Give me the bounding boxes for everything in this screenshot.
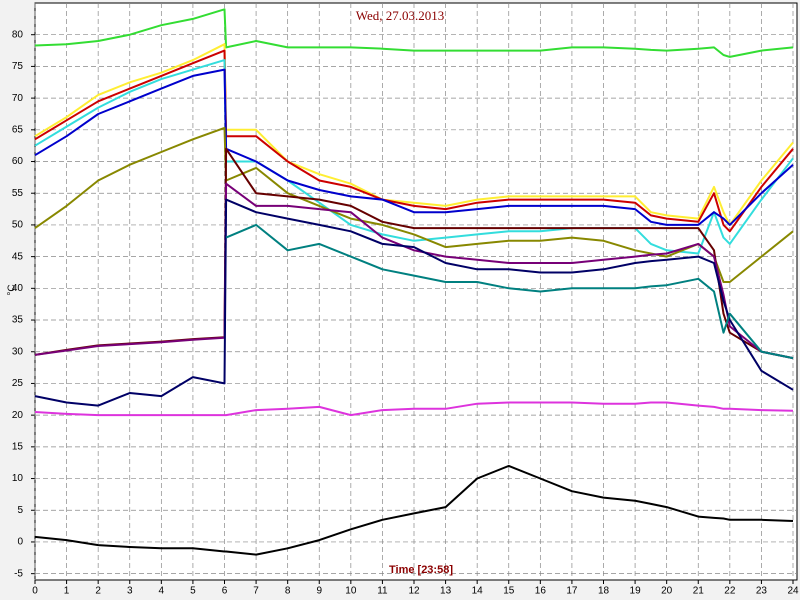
series-line <box>34 182 794 360</box>
y-tick-label: 65 <box>12 124 24 135</box>
x-axis-label: Time [23:58] <box>389 564 453 576</box>
x-tick-label: 14 <box>472 586 484 597</box>
x-tick-label: 15 <box>503 586 515 597</box>
series-line <box>34 43 794 226</box>
series-line <box>34 401 794 417</box>
chart-title: Wed, 27.03.2013 <box>356 8 445 23</box>
y-axis-label: °C <box>7 284 18 295</box>
y-tick-label: -5 <box>14 568 23 579</box>
y-tick-label: 35 <box>12 315 24 326</box>
series-line <box>34 68 794 226</box>
y-tick-label: 10 <box>12 473 24 484</box>
x-tick-label: 5 <box>190 586 196 597</box>
x-tick-label: 21 <box>693 586 705 597</box>
x-tick-label: 19 <box>630 586 642 597</box>
x-tick-label: 0 <box>32 586 38 597</box>
y-tick-label: 40 <box>12 283 24 294</box>
x-tick-label: 20 <box>661 586 673 597</box>
x-tick-label: 17 <box>566 586 578 597</box>
series-line <box>34 198 794 407</box>
x-tick-label: 24 <box>787 586 799 597</box>
x-tick-label: 9 <box>316 586 322 597</box>
x-tick-label: 3 <box>127 586 133 597</box>
x-tick-label: 12 <box>408 586 420 597</box>
x-tick-label: 23 <box>756 586 768 597</box>
x-tick-label: 6 <box>222 586 228 597</box>
y-tick-label: 0 <box>17 537 23 548</box>
series-line <box>34 464 794 556</box>
y-tick-label: 5 <box>17 505 23 516</box>
plot-area <box>34 2 798 581</box>
x-tick-label: 13 <box>440 586 452 597</box>
y-tick-label: 25 <box>12 378 24 389</box>
series-line <box>225 223 794 360</box>
y-tick-label: 50 <box>12 220 24 231</box>
x-tick-label: 7 <box>253 586 259 597</box>
x-tick-label: 8 <box>285 586 291 597</box>
y-tick-label: 70 <box>12 93 24 104</box>
y-tick-label: 20 <box>12 410 24 421</box>
x-tick-label: 2 <box>95 586 101 597</box>
x-tick-label: 11 <box>377 586 388 597</box>
y-tick-label: 60 <box>12 156 24 167</box>
series-line <box>34 59 794 255</box>
x-tick-label: 22 <box>724 586 736 597</box>
y-tick-label: 30 <box>12 346 24 357</box>
y-tick-label: 80 <box>12 29 24 40</box>
x-tick-label: 10 <box>345 586 357 597</box>
y-tick-label: 15 <box>12 441 24 452</box>
series-layer <box>34 8 794 556</box>
y-tick-label: 55 <box>12 188 24 199</box>
series-line <box>34 49 794 233</box>
x-tick-label: 4 <box>159 586 165 597</box>
x-tick-label: 18 <box>598 586 610 597</box>
x-tick-label: 1 <box>64 586 70 597</box>
series-line <box>34 8 794 58</box>
x-tick-label: 16 <box>535 586 547 597</box>
y-tick-label: 75 <box>12 61 24 72</box>
y-tick-label: 45 <box>12 251 24 262</box>
